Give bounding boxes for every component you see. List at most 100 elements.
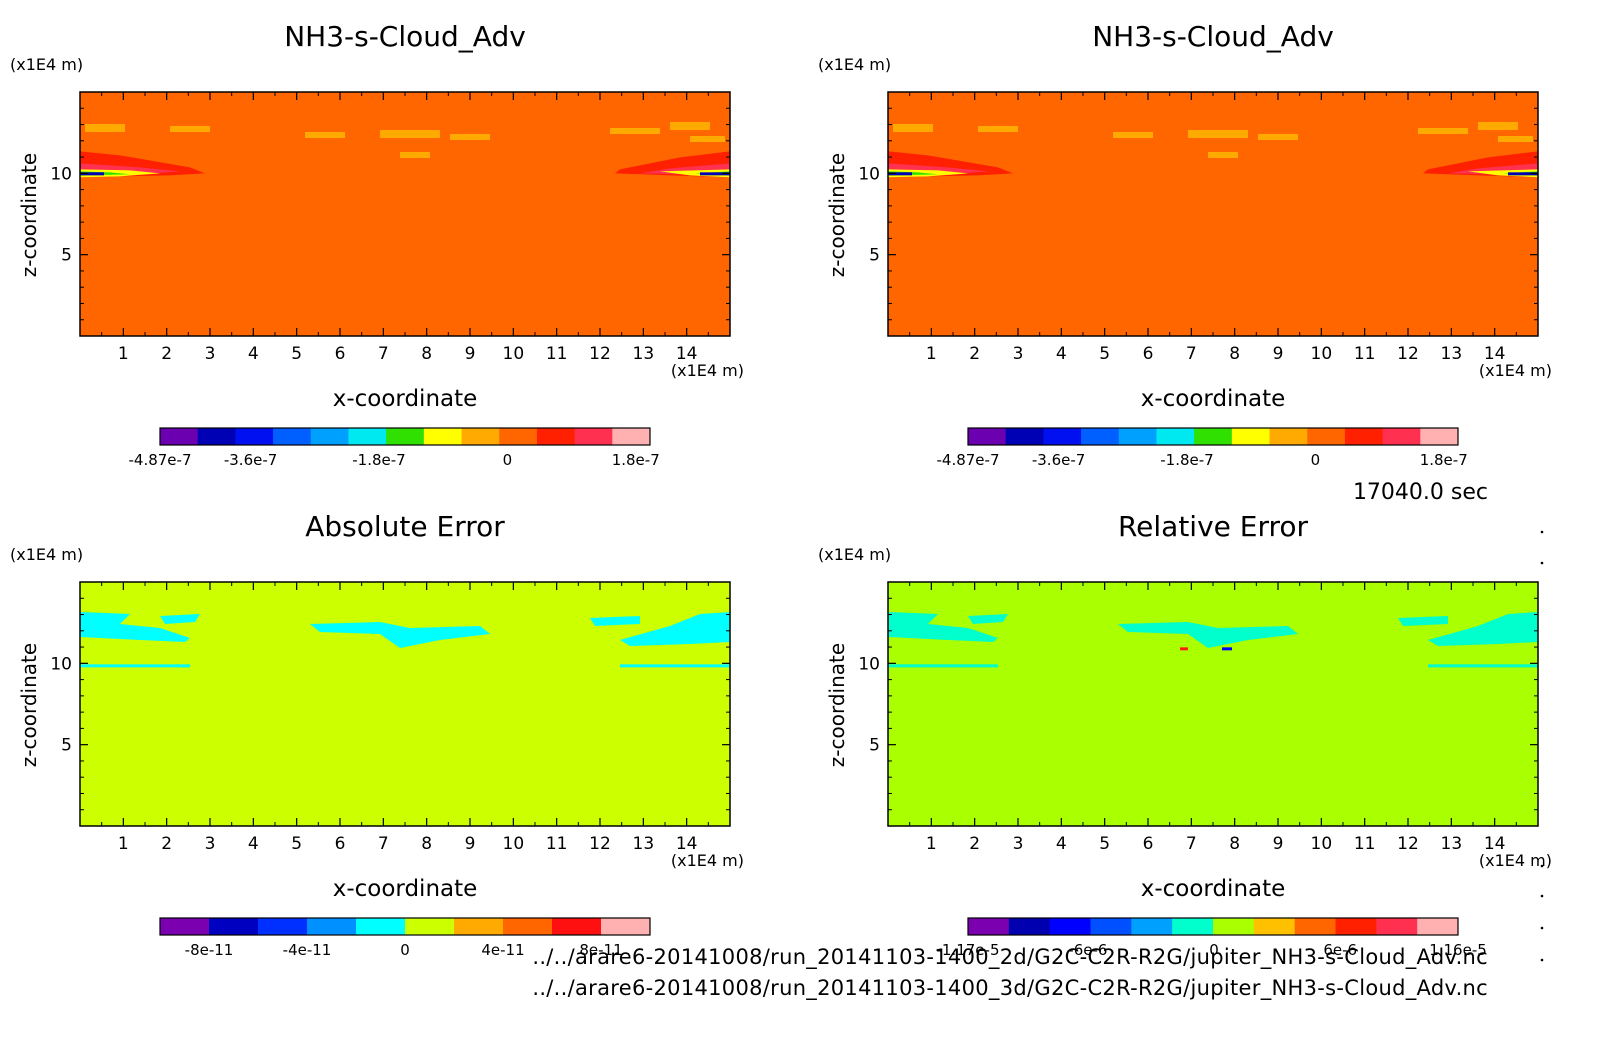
x-tick-label: 11 <box>1354 344 1376 364</box>
colorbar-tick-label: -4.87e-7 <box>937 451 1000 469</box>
field-patch <box>1208 152 1238 158</box>
x-tick-label: 13 <box>1441 344 1463 364</box>
x-tick-label: 9 <box>465 834 476 854</box>
x-axis-label: x-coordinate <box>333 386 478 412</box>
colorbar-segment <box>1118 428 1157 445</box>
colorbar-segment <box>348 428 387 445</box>
y-unit-label: (x1E4 m) <box>10 55 83 74</box>
x-tick-label: 2 <box>161 344 172 364</box>
x-tick-label: 7 <box>1186 834 1197 854</box>
x-unit-label: (x1E4 m) <box>1479 851 1552 870</box>
colorbar-segment <box>1172 918 1214 935</box>
field-patch <box>1398 616 1448 626</box>
colorbar-segment <box>160 428 199 445</box>
field-patch <box>590 616 640 626</box>
x-tick-label: 11 <box>1354 834 1376 854</box>
field-patch <box>888 612 998 642</box>
colorbar-tick-label: -1.17e-5 <box>937 941 1000 959</box>
x-unit-label: (x1E4 m) <box>671 851 744 870</box>
colorbar-segment <box>258 918 308 935</box>
field-patch <box>968 614 1008 624</box>
x-tick-label: 11 <box>546 834 568 854</box>
colorbar-segment <box>1081 428 1120 445</box>
panel-title: NH3-s-Cloud_Adv <box>1092 20 1334 53</box>
panel-2: NH3-s-Cloud_Adv(x1E4 m)1 2 3 4 5 6 7 8 9 10 11 12 13… <box>818 20 1552 469</box>
colorbar-segment <box>601 918 651 935</box>
colorbar-segment <box>1344 428 1384 445</box>
x-tick-label: 14 <box>1484 344 1506 364</box>
x-tick-label: 7 <box>1186 344 1197 364</box>
colorbar-segment <box>405 918 455 935</box>
colorbar-tick-label: 0 <box>503 451 513 469</box>
field-patch <box>80 612 190 642</box>
x-tick-label: 12 <box>589 344 611 364</box>
field-patch <box>1118 622 1298 648</box>
x-tick-label: 2 <box>969 834 980 854</box>
colorbar-tick-label: -1.8e-7 <box>352 451 405 469</box>
field-patch <box>80 172 104 176</box>
field-patch <box>893 124 933 132</box>
colorbar-tick-label: 0 <box>1311 451 1321 469</box>
field-patch <box>400 152 430 158</box>
colorbar-segment <box>1049 918 1091 935</box>
edge-dot <box>1540 894 1544 898</box>
colorbar-segment <box>1090 918 1132 935</box>
x-tick-label: 12 <box>1397 834 1419 854</box>
y-tick-label: 10 <box>858 164 880 184</box>
colorbar-segment <box>1253 918 1296 935</box>
colorbar-segment <box>968 428 1007 445</box>
colorbar-segment <box>968 918 1010 935</box>
x-tick-label: 13 <box>1441 834 1463 854</box>
colorbar-segment <box>1213 918 1255 935</box>
field-patch <box>670 122 710 130</box>
x-tick-label: 12 <box>589 834 611 854</box>
x-tick-label: 4 <box>248 344 259 364</box>
x-unit-label: (x1E4 m) <box>1479 361 1552 380</box>
field-patch <box>170 126 210 132</box>
x-tick-label: 5 <box>1099 344 1110 364</box>
field-patch <box>888 172 912 176</box>
x-tick-label: 10 <box>1311 834 1333 854</box>
colorbar-tick-label: -1.8e-7 <box>1160 451 1213 469</box>
colorbar-frame <box>967 427 1459 446</box>
field-patch <box>1418 128 1468 134</box>
x-tick-label: 13 <box>633 834 655 854</box>
colorbar-tick-label: -6e-6 <box>1068 941 1107 959</box>
x-tick-label: 11 <box>546 344 568 364</box>
field-patch <box>620 612 730 646</box>
colorbar-segment <box>499 428 538 445</box>
y-axis-label: z-coordinate <box>17 643 41 767</box>
colorbar-segment <box>1005 428 1044 445</box>
x-tick-label: 13 <box>633 344 655 364</box>
field-patch <box>620 664 730 668</box>
x-tick-label: 5 <box>291 834 302 854</box>
colorbar-tick-label: 0 <box>1209 941 1219 959</box>
footer-path-3d: ../../arare6-20141008/run_20141103-1400_… <box>532 976 1488 1000</box>
colorbar-segment <box>423 428 463 445</box>
field-patch <box>1113 132 1153 138</box>
x-tick-label: 14 <box>1484 834 1506 854</box>
colorbar-segment <box>1269 428 1308 445</box>
x-tick-label: 3 <box>1013 834 1024 854</box>
x-tick-label: 4 <box>248 834 259 854</box>
x-tick-label: 12 <box>1397 344 1419 364</box>
x-axis-label: x-coordinate <box>1141 386 1286 412</box>
field-patch <box>80 664 190 668</box>
colorbar-segment <box>536 428 576 445</box>
colorbar-segment <box>1382 428 1421 445</box>
x-tick-label: 9 <box>465 344 476 364</box>
panel-3: Absolute Error(x1E4 m)1 2 3 4 5 6 7 8 9 10 11 12 13 1… <box>10 510 744 959</box>
x-tick-label: 6 <box>335 834 346 854</box>
colorbar-segment <box>1043 428 1082 445</box>
x-tick-label: 3 <box>205 834 216 854</box>
colorbar-tick-label: 4e-11 <box>481 941 524 959</box>
colorbar-tick-label: 1.16e-5 <box>1429 941 1487 959</box>
x-axis-label: x-coordinate <box>1141 876 1286 902</box>
colorbar-tick-label: -3.6e-7 <box>224 451 277 469</box>
y-tick-label: 10 <box>858 654 880 674</box>
x-tick-label: 6 <box>1143 344 1154 364</box>
colorbar-segment <box>386 428 425 445</box>
colorbar-segment <box>273 428 312 445</box>
colorbar-segment <box>1294 918 1336 935</box>
